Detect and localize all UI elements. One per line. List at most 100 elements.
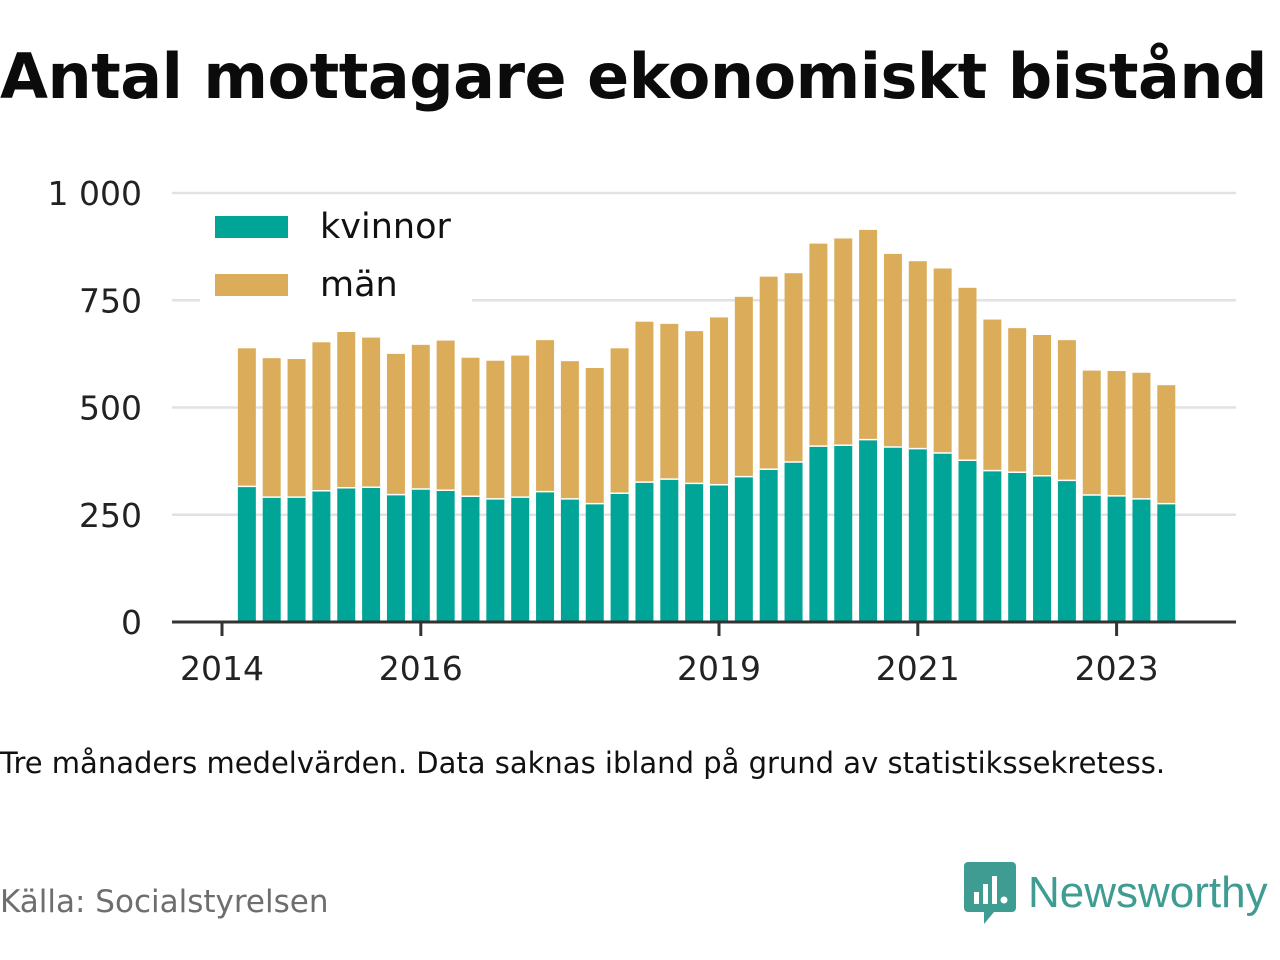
bar-man xyxy=(1132,372,1151,499)
newsworthy-logo-icon xyxy=(964,862,1016,924)
bar-kvinnor xyxy=(635,482,654,622)
bar-man xyxy=(337,331,356,488)
bar-kvinnor xyxy=(411,489,430,622)
bar-kvinnor xyxy=(859,439,878,622)
bar-man xyxy=(436,340,455,491)
bar-kvinnor xyxy=(1082,495,1101,622)
bar-kvinnor xyxy=(958,460,977,622)
bar-man xyxy=(237,348,256,487)
bar-man xyxy=(610,348,629,494)
legend: kvinnor män xyxy=(200,202,472,305)
x-tick-label: 2019 xyxy=(677,649,761,688)
bar-kvinnor xyxy=(536,491,555,622)
bar-kvinnor xyxy=(784,461,803,622)
bar-kvinnor xyxy=(436,490,455,622)
bar-kvinnor xyxy=(362,487,381,622)
bar-kvinnor xyxy=(1107,495,1126,622)
bar-man xyxy=(759,276,778,470)
bar-kvinnor xyxy=(337,487,356,622)
bar-man xyxy=(585,368,604,504)
chart-note: Tre månaders medelvärden. Data saknas ib… xyxy=(0,746,1166,780)
chart-title: Antal mottagare ekonomiskt bistånd xyxy=(0,40,1267,113)
bar-kvinnor xyxy=(287,497,306,622)
y-tick-label: 250 xyxy=(79,496,142,535)
x-tick-label: 2023 xyxy=(1075,649,1159,688)
brand-name: Newsworthy xyxy=(1028,868,1268,917)
bar-man xyxy=(1033,334,1052,476)
bar-kvinnor xyxy=(710,484,728,622)
bar-man xyxy=(1008,328,1027,473)
y-tick-label: 750 xyxy=(79,281,142,320)
bar-man xyxy=(660,323,679,480)
bar-man xyxy=(362,337,381,488)
bar-kvinnor xyxy=(734,476,753,622)
bar-kvinnor xyxy=(461,496,480,622)
bar-kvinnor xyxy=(1008,472,1027,622)
bar-kvinnor xyxy=(386,494,405,622)
source-label: Källa: Socialstyrelsen xyxy=(0,884,329,920)
bar-kvinnor xyxy=(660,479,679,622)
legend-swatch-man xyxy=(215,274,288,296)
bar-kvinnor xyxy=(809,446,828,622)
bar-kvinnor xyxy=(486,498,505,622)
bar-man xyxy=(834,238,853,446)
bar-kvinnor xyxy=(262,497,281,622)
bar-man xyxy=(1157,385,1176,504)
bars xyxy=(237,229,1176,622)
bar-kvinnor xyxy=(585,503,604,622)
bar-man xyxy=(883,253,902,447)
bar-kvinnor xyxy=(1033,475,1052,622)
bar-man xyxy=(983,319,1002,471)
bar-kvinnor xyxy=(511,497,530,622)
bar-man xyxy=(536,340,555,492)
bar-kvinnor xyxy=(560,498,579,622)
bar-man xyxy=(287,359,306,498)
bar-man xyxy=(262,358,281,498)
bar-man xyxy=(710,317,728,485)
y-tick-label: 500 xyxy=(79,389,142,428)
bar-kvinnor xyxy=(983,470,1002,622)
bar-kvinnor xyxy=(759,469,778,622)
x-tick-label: 2016 xyxy=(379,649,463,688)
brand-logo: Newsworthy xyxy=(964,862,1268,924)
bar-man xyxy=(511,355,530,498)
bar-man xyxy=(635,321,654,483)
x-tick-label: 2021 xyxy=(876,649,960,688)
bar-man xyxy=(809,243,828,447)
bar-man xyxy=(411,344,430,490)
bar-man xyxy=(734,296,753,477)
bar-man xyxy=(1057,340,1076,481)
bar-man xyxy=(933,268,952,453)
stacked-bar-chart: 0 250 500 750 1 000 2014 2016 2019 2021 2023 kvin… xyxy=(48,174,1236,688)
legend-label: kvinnor xyxy=(320,207,451,247)
bar-kvinnor xyxy=(1132,498,1151,622)
axes: 0 250 500 750 1 000 2014 2016 2019 2021 2023 xyxy=(48,174,1236,688)
bar-kvinnor xyxy=(908,448,927,622)
bar-kvinnor xyxy=(312,490,331,622)
bar-man xyxy=(461,357,480,497)
bar-man xyxy=(486,360,505,499)
bar-kvinnor xyxy=(834,445,853,622)
bar-man xyxy=(312,342,331,491)
bar-man xyxy=(958,287,977,461)
bar-kvinnor xyxy=(237,486,256,622)
bar-kvinnor xyxy=(883,446,902,622)
legend-label: män xyxy=(320,265,398,305)
legend-swatch-kvinnor xyxy=(215,216,288,238)
bar-kvinnor xyxy=(1157,503,1176,622)
bar-kvinnor xyxy=(1057,480,1076,622)
bar-kvinnor xyxy=(685,483,704,622)
bar-man xyxy=(1082,370,1101,496)
y-tick-label: 1 000 xyxy=(48,174,142,213)
y-tick-label: 0 xyxy=(121,603,142,642)
bar-man xyxy=(560,361,579,499)
bar-man xyxy=(908,261,927,449)
bar-kvinnor xyxy=(610,493,629,622)
bar-man xyxy=(784,273,803,462)
x-tick-label: 2014 xyxy=(180,649,264,688)
bar-kvinnor xyxy=(933,452,952,622)
bar-man xyxy=(685,331,704,484)
bar-man xyxy=(386,353,405,495)
bar-man xyxy=(859,229,878,440)
bar-man xyxy=(1107,371,1126,496)
